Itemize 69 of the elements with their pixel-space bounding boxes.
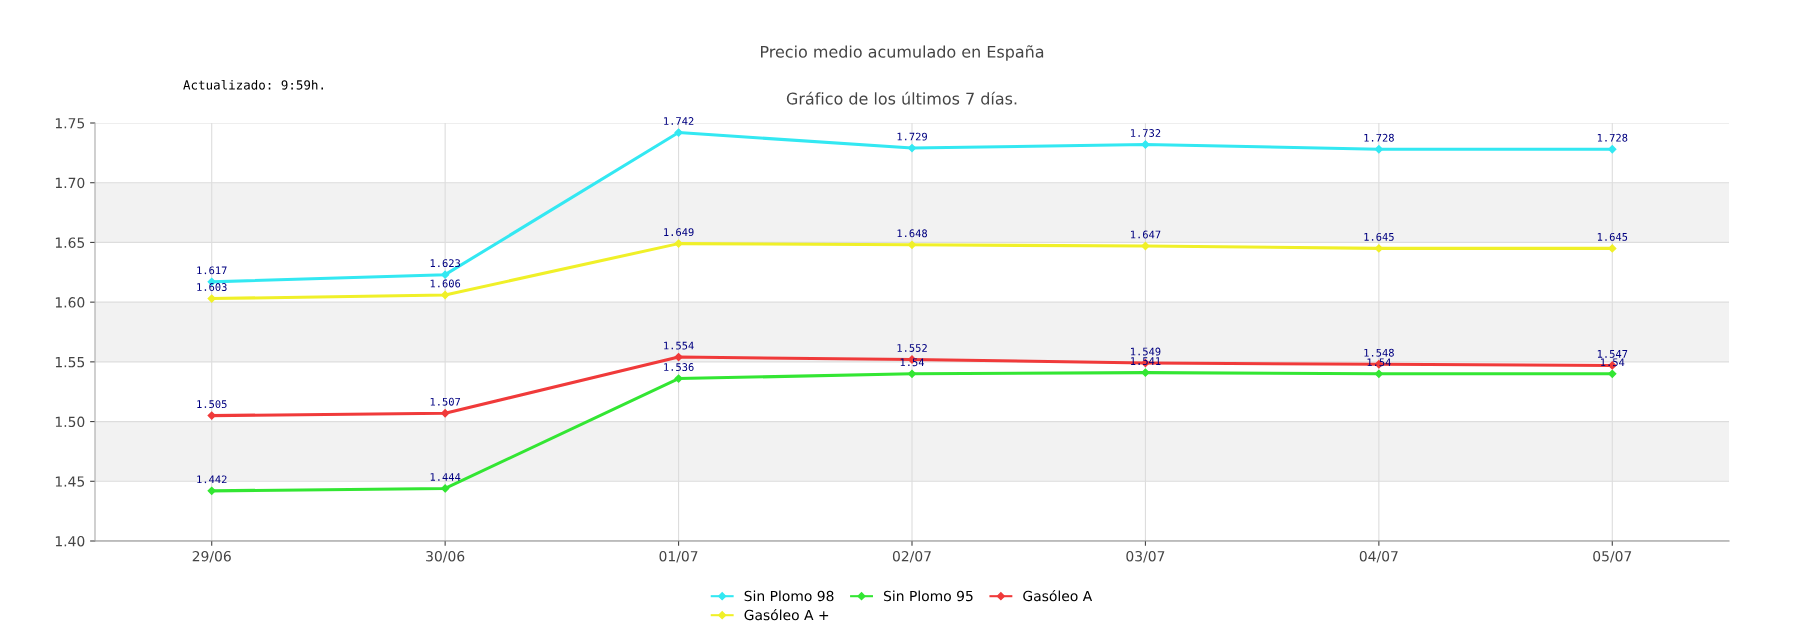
point bbox=[674, 374, 683, 383]
x-tick-label: 03/07 bbox=[1126, 550, 1165, 563]
y-tick-label: 1.55 bbox=[55, 357, 85, 368]
legend-label: Gasóleo A + bbox=[744, 608, 829, 621]
point bbox=[1608, 145, 1617, 154]
point bbox=[441, 270, 450, 279]
data-label: 1.742 bbox=[664, 117, 694, 125]
point bbox=[674, 352, 683, 362]
point bbox=[907, 369, 917, 378]
point bbox=[674, 239, 683, 248]
chart-subtitle: Gráfico de los últimos 7 días. bbox=[786, 91, 1017, 105]
data-label: 1.645 bbox=[1597, 232, 1628, 241]
x-tick-label: 30/06 bbox=[426, 550, 465, 563]
legend-label: Sin Plomo 98 bbox=[744, 590, 834, 602]
legend-label: Gasóleo A bbox=[1023, 589, 1093, 602]
point bbox=[441, 484, 450, 493]
x-tick-label: 01/07 bbox=[659, 550, 698, 563]
data-label: 1.552 bbox=[897, 344, 927, 352]
x-tick-label: 29/06 bbox=[192, 550, 231, 563]
data-label: 1.444 bbox=[430, 473, 461, 481]
data-label: 1.507 bbox=[430, 397, 461, 406]
data-label: 1.732 bbox=[1131, 129, 1161, 137]
data-label: 1.623 bbox=[430, 259, 461, 268]
data-label: 1.548 bbox=[1364, 348, 1394, 357]
data-label: 1.617 bbox=[197, 266, 227, 275]
text: Actualizado: 9:59h. bbox=[183, 79, 323, 90]
data-label: 1.541 bbox=[1131, 357, 1161, 366]
data-label: 1.442 bbox=[197, 475, 227, 484]
data-label: 1.647 bbox=[1131, 230, 1161, 239]
point bbox=[907, 143, 917, 153]
point bbox=[441, 409, 450, 418]
x-tick-label: 05/07 bbox=[1593, 550, 1632, 563]
point bbox=[207, 486, 216, 495]
y-tick-label: 1.65 bbox=[55, 237, 85, 248]
point bbox=[1374, 369, 1383, 378]
point bbox=[1608, 244, 1617, 253]
point bbox=[207, 294, 216, 303]
point bbox=[907, 240, 917, 249]
y-tick-label: 1.45 bbox=[55, 476, 85, 487]
point bbox=[1141, 140, 1150, 149]
y-tick-label: 1.50 bbox=[55, 416, 85, 428]
legend-label: Sin Plomo 95 bbox=[883, 590, 973, 602]
data-label: 1.649 bbox=[664, 228, 694, 237]
data-label: 1.603 bbox=[197, 283, 227, 291]
point bbox=[674, 128, 683, 137]
x-tick-label: 02/07 bbox=[892, 550, 931, 563]
data-label: 1.549 bbox=[1131, 347, 1161, 356]
y-tick-label: 1.40 bbox=[55, 535, 85, 547]
data-label: 1.728 bbox=[1364, 133, 1394, 142]
data-label: 1.554 bbox=[664, 341, 694, 350]
chart-title: Precio medio acumulado en España bbox=[761, 45, 1044, 61]
data-label: 1.536 bbox=[664, 363, 694, 371]
point bbox=[1608, 369, 1617, 378]
data-label: 1.606 bbox=[430, 279, 461, 288]
data-label: 1.729 bbox=[897, 132, 927, 141]
data-label: 1.54 bbox=[1367, 358, 1391, 367]
y-tick-label: 1.60 bbox=[55, 297, 85, 308]
x-tick-label: 04/07 bbox=[1359, 550, 1398, 563]
data-label: 1.547 bbox=[1597, 350, 1628, 358]
point bbox=[1374, 145, 1383, 154]
y-tick-label: 1.70 bbox=[55, 177, 85, 189]
data-label: 1.505 bbox=[197, 400, 227, 409]
data-label: 1.728 bbox=[1597, 133, 1628, 142]
data-label: 1.648 bbox=[897, 229, 928, 238]
point bbox=[441, 290, 450, 300]
point bbox=[1141, 368, 1150, 377]
point bbox=[207, 411, 216, 420]
data-label: 1.645 bbox=[1364, 232, 1394, 241]
y-tick-label: 1.75 bbox=[55, 118, 85, 129]
